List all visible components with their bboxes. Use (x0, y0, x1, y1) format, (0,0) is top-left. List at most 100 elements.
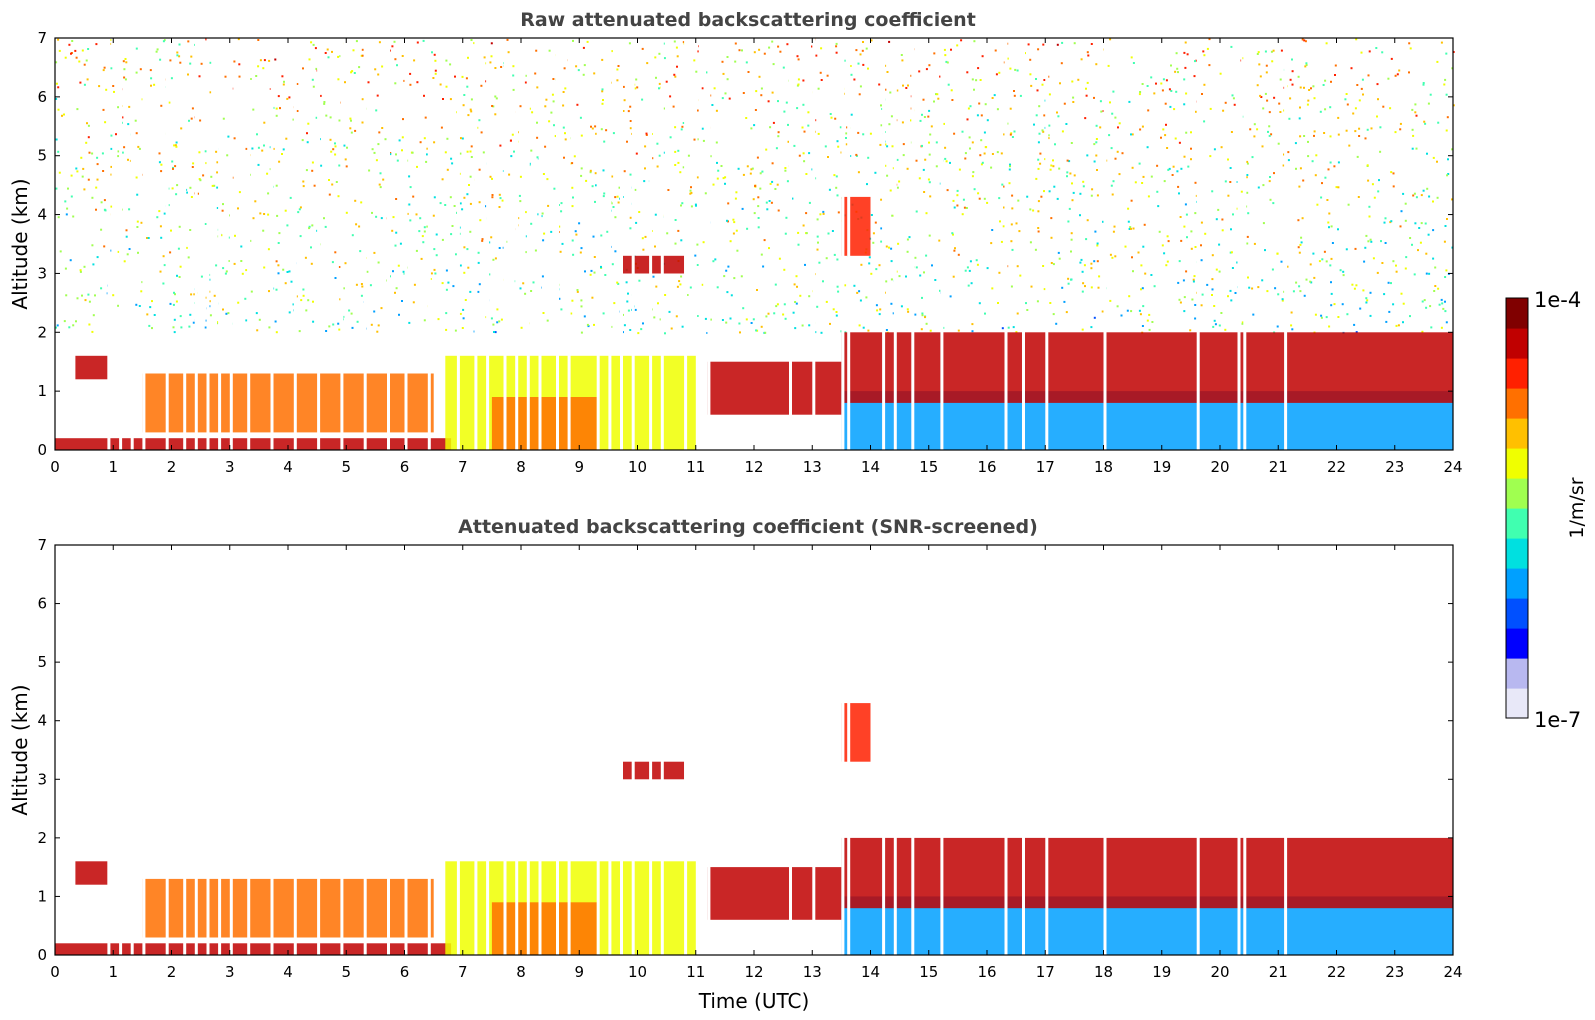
noise-speckle (500, 66, 503, 68)
noise-speckle (1274, 287, 1277, 290)
noise-speckle (670, 327, 673, 330)
noise-speckle (1429, 305, 1432, 308)
noise-speckle (238, 191, 241, 194)
noise-speckle (178, 55, 181, 58)
noise-speckle (973, 40, 976, 43)
noise-speckle (466, 150, 469, 153)
noise-speckle (674, 126, 677, 129)
noise-speckle (1013, 94, 1016, 97)
noise-speckle (612, 206, 615, 208)
noise-speckle (793, 283, 796, 286)
noise-speckle (174, 293, 176, 296)
noise-speckle (257, 39, 260, 41)
noise-speckle (423, 319, 426, 322)
noise-speckle (858, 324, 861, 327)
noise-speckle (1110, 147, 1113, 150)
noise-speckle (693, 59, 696, 62)
noise-speckle (784, 317, 787, 320)
noise-speckle (976, 114, 979, 117)
noise-speckle (509, 139, 512, 142)
data-gap (893, 38, 897, 450)
noise-speckle (1229, 181, 1232, 183)
noise-speckle (328, 325, 331, 328)
noise-speckle (525, 211, 528, 214)
noise-speckle (1248, 286, 1251, 289)
noise-speckle (102, 108, 105, 111)
noise-speckle (1399, 122, 1402, 125)
noise-speckle (350, 71, 353, 74)
noise-speckle (674, 75, 677, 78)
noise-speckle (467, 266, 470, 269)
noise-speckle (1422, 83, 1425, 86)
noise-speckle (1268, 111, 1271, 114)
noise-speckle (1110, 184, 1113, 187)
y-tick-label: 0 (37, 946, 47, 964)
noise-speckle (843, 59, 846, 62)
noise-speckle (499, 197, 502, 200)
x-tick-label: 5 (341, 963, 351, 981)
noise-speckle (689, 189, 692, 192)
noise-speckle (238, 63, 241, 66)
noise-speckle (80, 156, 83, 159)
noise-speckle (159, 58, 162, 61)
noise-speckle (1251, 287, 1254, 290)
noise-speckle (617, 282, 620, 285)
noise-speckle (782, 66, 785, 69)
noise-speckle (931, 264, 933, 267)
noise-speckle (1058, 167, 1061, 170)
noise-speckle (1437, 287, 1440, 290)
data-gap (660, 38, 664, 450)
noise-speckle (440, 126, 443, 129)
noise-speckle (360, 283, 363, 285)
noise-speckle (375, 159, 378, 162)
noise-speckle (426, 147, 429, 150)
noise-speckle (267, 192, 270, 195)
noise-speckle (263, 121, 266, 124)
noise-speckle (905, 87, 908, 89)
noise-speckle (1047, 134, 1050, 137)
noise-speckle (1452, 51, 1455, 53)
noise-speckle (75, 167, 78, 170)
noise-speckle (215, 264, 218, 267)
noise-speckle (83, 188, 86, 191)
noise-speckle (267, 213, 270, 216)
noise-speckle (1424, 122, 1427, 125)
noise-speckle (576, 290, 579, 293)
noise-speckle (1139, 313, 1142, 316)
noise-speckle (572, 39, 574, 42)
noise-speckle (1128, 100, 1131, 103)
noise-speckle (172, 167, 174, 170)
noise-speckle (1224, 328, 1227, 331)
noise-speckle (1279, 111, 1282, 113)
noise-speckle (193, 293, 196, 296)
noise-speckle (552, 78, 555, 80)
noise-speckle (589, 169, 592, 172)
noise-speckle (807, 124, 810, 127)
noise-speckle (856, 291, 859, 294)
noise-speckle (724, 92, 727, 95)
noise-speckle (268, 326, 271, 329)
noise-speckle (944, 157, 947, 160)
noise-speckle (444, 204, 447, 206)
noise-speckle (674, 164, 677, 166)
noise-speckle (511, 133, 514, 136)
noise-speckle (801, 126, 804, 129)
noise-speckle (623, 324, 626, 327)
noise-speckle (1018, 230, 1021, 233)
noise-speckle (768, 46, 771, 49)
noise-speckle (580, 305, 583, 308)
noise-speckle (1127, 207, 1130, 210)
noise-speckle (957, 253, 960, 256)
noise-speckle (763, 52, 766, 55)
data-gap (660, 545, 664, 955)
noise-speckle (1339, 269, 1342, 272)
noise-speckle (734, 42, 737, 45)
noise-speckle (795, 302, 798, 305)
noise-speckle (905, 275, 907, 278)
noise-speckle (593, 271, 596, 274)
noise-speckle (1067, 220, 1070, 223)
noise-speckle (925, 254, 928, 257)
noise-speckle (1162, 78, 1165, 81)
noise-speckle (1272, 202, 1275, 205)
noise-speckle (990, 242, 993, 245)
